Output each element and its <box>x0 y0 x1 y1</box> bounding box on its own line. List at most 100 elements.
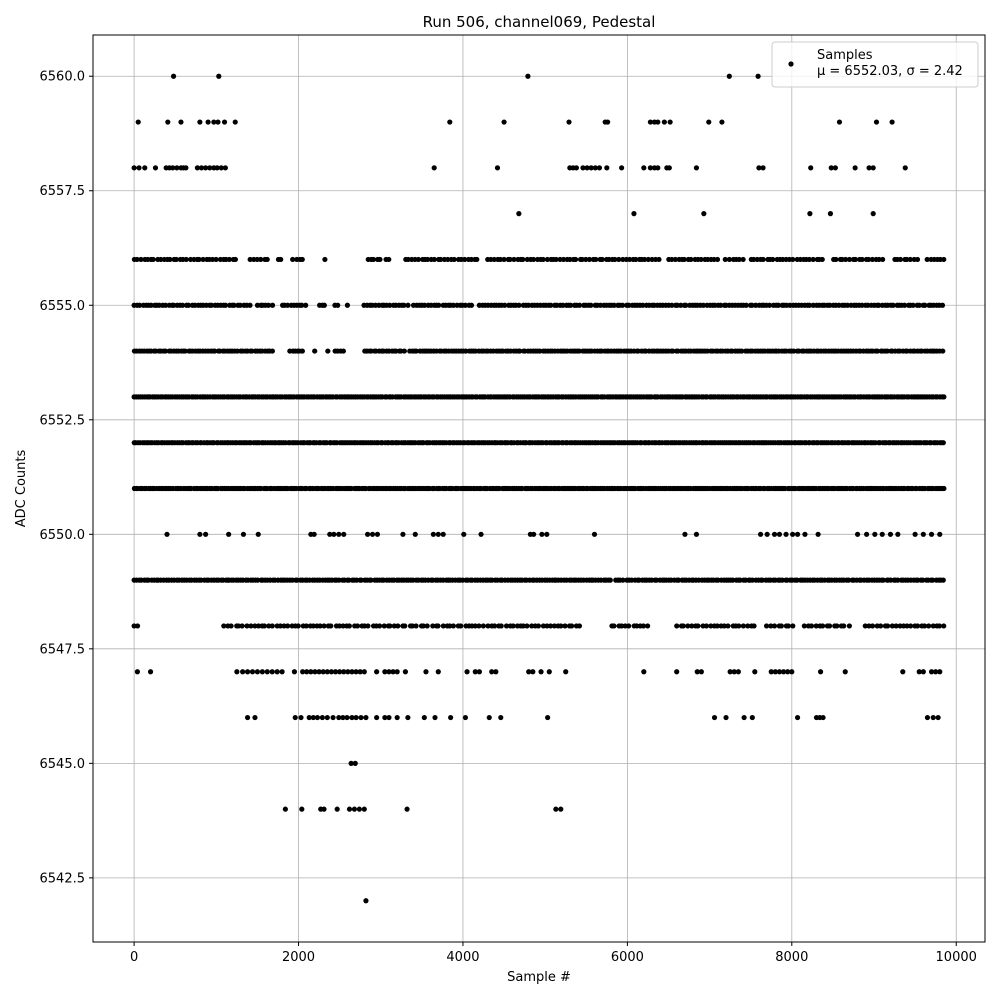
data-point <box>400 531 406 537</box>
data-point <box>330 714 336 721</box>
data-point <box>517 348 523 354</box>
data-point <box>672 256 678 263</box>
data-point <box>741 714 747 721</box>
data-point <box>332 669 339 675</box>
data-point <box>327 531 333 537</box>
data-point <box>832 165 838 171</box>
data-point <box>641 669 647 675</box>
data-point <box>255 623 262 629</box>
data-point <box>655 119 661 125</box>
data-point <box>893 623 899 629</box>
data-point <box>345 669 351 675</box>
data-point <box>920 577 926 583</box>
y-axis-label: ADC Counts <box>14 450 29 528</box>
data-point <box>764 531 770 537</box>
data-point <box>291 669 298 675</box>
data-point <box>377 623 383 629</box>
data-point <box>216 73 222 79</box>
y-tick-label: 6555.0 <box>40 299 86 314</box>
data-point <box>361 669 367 675</box>
data-point <box>676 577 682 583</box>
data-point <box>415 256 421 263</box>
data-point <box>548 302 554 308</box>
data-point <box>462 714 469 721</box>
data-point <box>790 256 796 263</box>
data-point <box>611 623 617 629</box>
data-point <box>165 119 171 125</box>
x-tick-label: 2000 <box>282 950 315 965</box>
data-point <box>569 623 575 629</box>
data-point <box>880 256 886 263</box>
data-point <box>221 623 227 629</box>
data-point <box>667 119 673 125</box>
data-point <box>331 531 337 537</box>
data-point <box>937 669 943 675</box>
data-point <box>321 302 327 308</box>
data-point <box>553 806 559 812</box>
data-point <box>264 669 270 675</box>
data-point <box>214 165 220 171</box>
data-point <box>760 165 766 171</box>
data-point <box>458 623 464 629</box>
data-point <box>493 669 499 675</box>
data-point <box>869 623 876 629</box>
data-point <box>740 623 746 629</box>
data-point <box>655 165 661 171</box>
data-point <box>322 256 328 263</box>
data-point <box>197 531 203 537</box>
y-tick-label: 6550.0 <box>40 528 86 543</box>
data-point <box>607 577 613 583</box>
x-tick-label: 8000 <box>775 950 808 965</box>
data-point <box>334 806 340 812</box>
data-point <box>753 302 759 308</box>
data-point <box>436 302 442 308</box>
data-point <box>424 623 430 629</box>
data-point <box>358 577 364 583</box>
data-point <box>616 256 622 263</box>
data-point <box>354 623 361 629</box>
data-point <box>374 669 380 675</box>
data-point <box>841 623 847 629</box>
data-point <box>859 302 865 308</box>
data-point <box>895 531 901 537</box>
data-point <box>647 165 654 171</box>
data-point <box>900 669 906 675</box>
data-point <box>666 165 672 171</box>
data-point <box>351 806 358 812</box>
data-point <box>232 119 238 125</box>
data-point <box>928 669 935 675</box>
data-point <box>374 531 381 537</box>
data-point <box>282 806 288 812</box>
data-point <box>880 577 886 583</box>
data-point <box>551 623 558 629</box>
data-point <box>817 669 824 675</box>
data-point <box>363 898 369 904</box>
data-point <box>138 256 144 263</box>
data-point <box>670 348 676 354</box>
data-point <box>381 623 387 629</box>
data-point <box>873 119 880 125</box>
data-point <box>760 256 766 263</box>
data-point <box>912 531 918 537</box>
data-point <box>842 256 849 263</box>
data-point <box>194 165 201 171</box>
data-point <box>306 714 312 721</box>
data-point <box>402 669 409 675</box>
data-point <box>324 669 330 675</box>
data-point <box>842 669 848 675</box>
legend: Samples μ = 6552.03, σ = 2.42 <box>771 41 979 88</box>
data-point <box>599 256 605 263</box>
data-point <box>573 165 580 171</box>
data-point <box>231 302 237 308</box>
data-point <box>928 531 935 537</box>
data-point <box>252 623 258 629</box>
data-point <box>790 531 796 537</box>
data-point <box>834 623 840 629</box>
data-point <box>588 165 594 171</box>
data-point <box>237 302 243 308</box>
data-point <box>340 348 346 354</box>
data-point <box>222 165 228 171</box>
data-point <box>198 165 205 171</box>
data-point <box>368 577 374 583</box>
